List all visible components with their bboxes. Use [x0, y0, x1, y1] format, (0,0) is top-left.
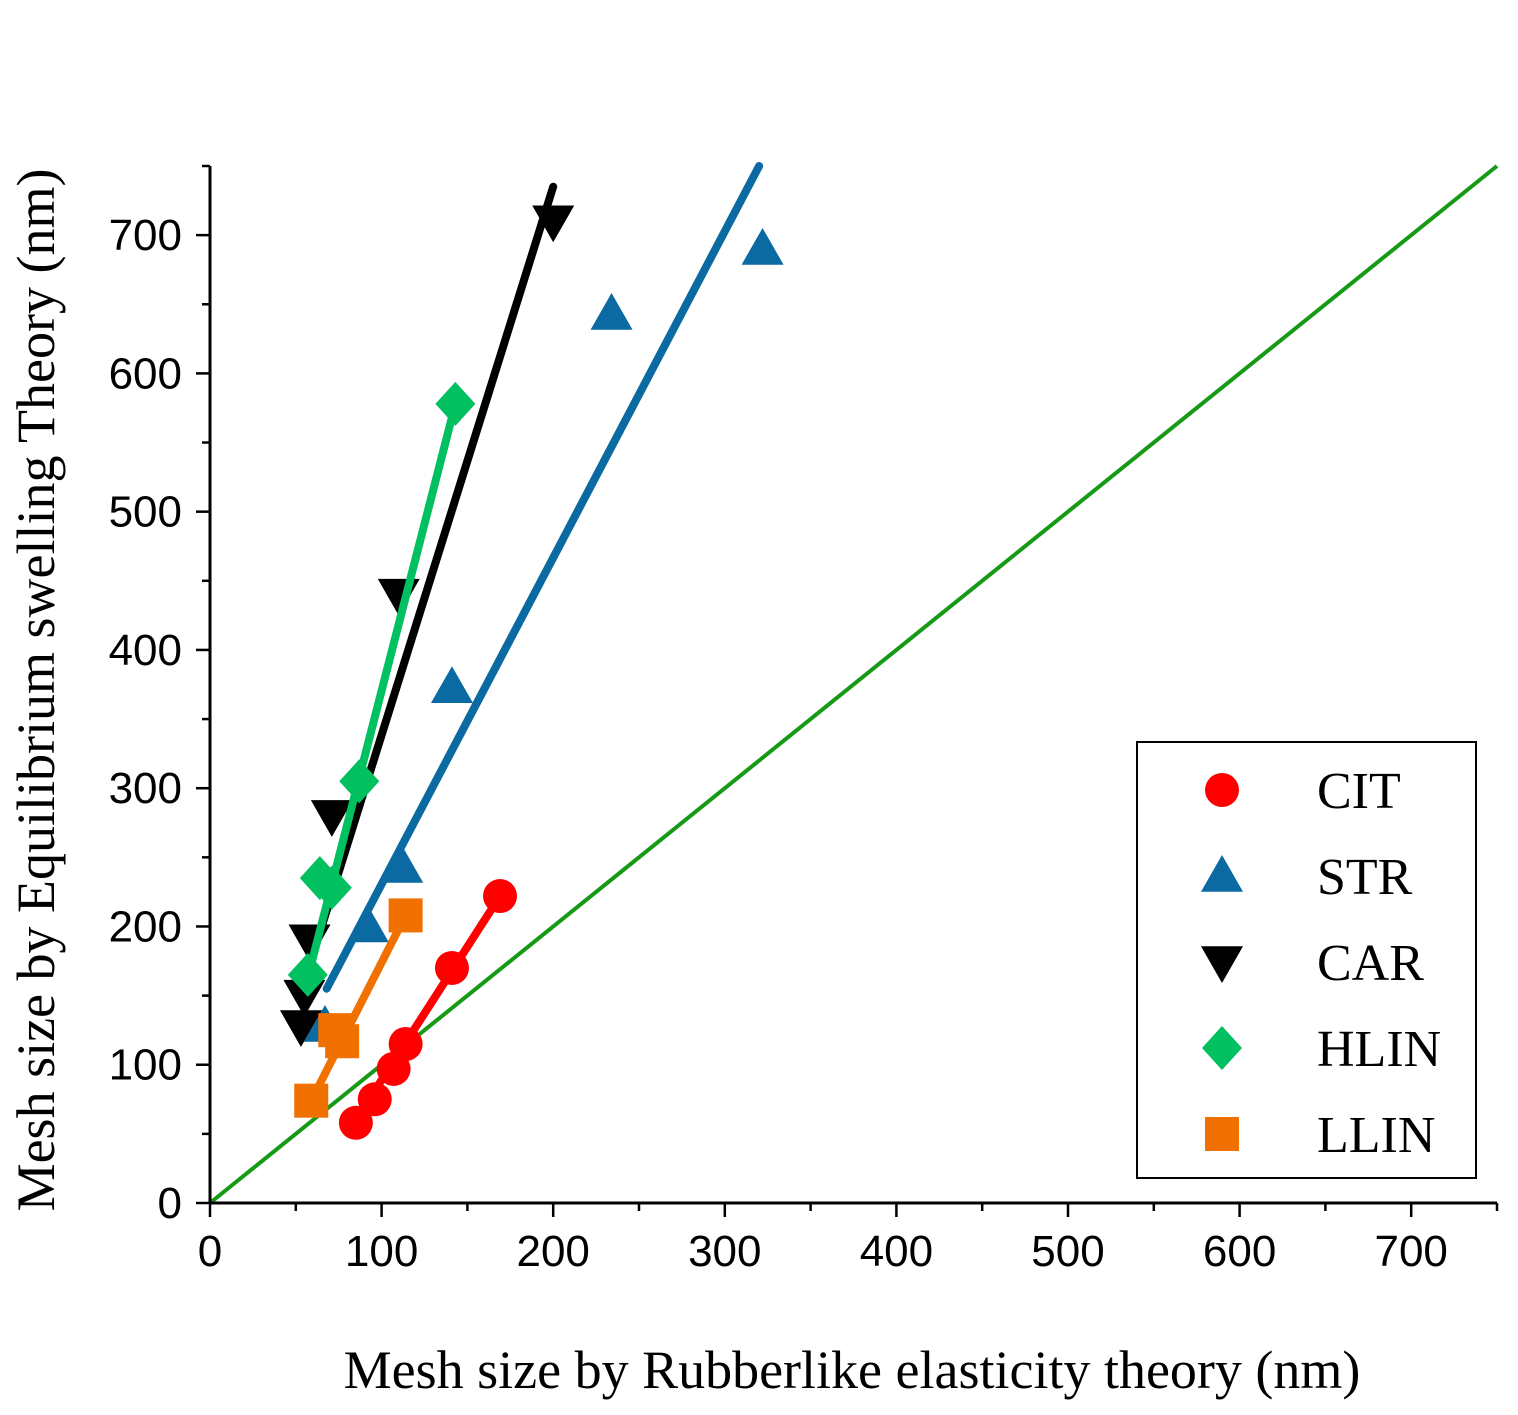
cit-point [388, 1026, 423, 1061]
x-tick-label: 100 [345, 1227, 418, 1276]
str-point [430, 666, 473, 704]
legend-car-marker [1201, 946, 1243, 983]
legend: CIT STR CAR HLIN LLIN [1136, 741, 1477, 1179]
x-tick-label: 200 [516, 1227, 589, 1276]
legend-llin-label: LLIN [1317, 1107, 1435, 1164]
str-fit-line [322, 162, 764, 993]
y-tick-label: 700 [109, 211, 182, 260]
legend-cit-marker [1205, 773, 1239, 807]
y-tick-label: 400 [109, 626, 182, 675]
y-tick-label: 500 [109, 488, 182, 537]
cit-point [357, 1082, 392, 1117]
llin-point [325, 1024, 360, 1059]
legend-str-label: STR [1317, 849, 1413, 906]
y-ticks: 0 100 200 300 400 500 600 700 [109, 164, 210, 1228]
y-tick-label: 200 [109, 902, 182, 951]
legend-cit-label: CIT [1317, 763, 1401, 820]
x-tick-label: 500 [1031, 1227, 1104, 1276]
car-point [310, 800, 353, 837]
x-tick-label: 300 [688, 1227, 761, 1276]
y-tick-label: 300 [109, 764, 182, 813]
legend-hlin-label: HLIN [1317, 1021, 1441, 1078]
x-ticks: 0 100 200 300 400 500 600 700 [198, 1203, 1499, 1276]
cit-point [338, 1105, 373, 1140]
car-point [532, 205, 575, 243]
str-point [346, 905, 389, 943]
str-point [590, 292, 633, 330]
llin-point [294, 1083, 329, 1118]
hlin-point [435, 381, 476, 426]
hlin-point [339, 759, 380, 804]
y-tick-label: 0 [158, 1179, 182, 1228]
series-str [303, 162, 784, 1042]
legend-car-label: CAR [1317, 935, 1424, 992]
series-llin [294, 898, 423, 1118]
str-point [741, 227, 784, 265]
cit-fit-line [351, 892, 505, 1125]
hlin-point [287, 952, 328, 997]
legend-llin-marker [1205, 1117, 1239, 1151]
y-axis-title: Mesh size by Equilibrium swelling Theory… [6, 169, 66, 1212]
legend-box [1136, 741, 1477, 1179]
legend-str-marker [1201, 855, 1243, 892]
y-tick-label: 600 [109, 349, 182, 398]
legend-hlin-marker [1202, 1026, 1242, 1070]
car-point [279, 1010, 322, 1048]
x-tick-label: 600 [1203, 1227, 1276, 1276]
plot-area [208, 162, 1499, 1205]
hlin-point [311, 865, 352, 910]
series-cit [338, 879, 518, 1140]
y-tick-label: 100 [109, 1041, 182, 1090]
cit-point [434, 950, 469, 985]
car-fit-line [300, 182, 558, 986]
str-point [381, 846, 424, 883]
cit-point [483, 879, 518, 914]
axes [208, 166, 1497, 1205]
x-tick-label: 0 [198, 1227, 222, 1276]
reference-line [208, 164, 1499, 1205]
x-tick-label: 700 [1374, 1227, 1447, 1276]
llin-fit-line [307, 911, 410, 1105]
x-axis-title: Mesh size by Rubberlike elasticity theor… [344, 1340, 1361, 1400]
llin-point [388, 898, 423, 933]
series-hlin [287, 381, 476, 997]
x-tick-label: 400 [860, 1227, 933, 1276]
